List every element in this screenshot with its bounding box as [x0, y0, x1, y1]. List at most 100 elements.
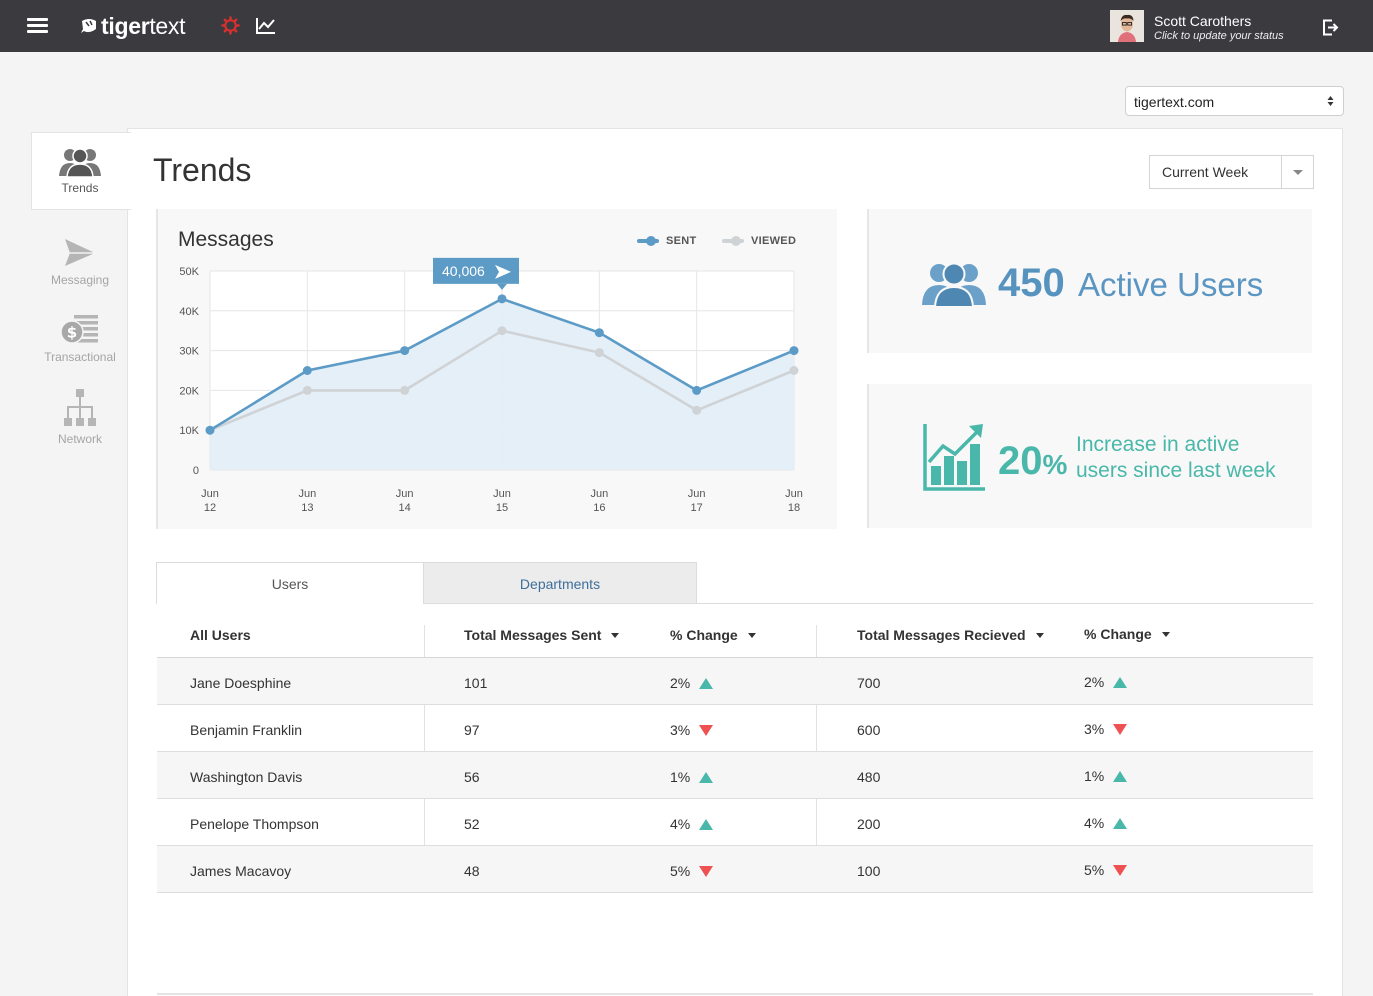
period-select[interactable]: Current Week: [1149, 155, 1314, 189]
avatar[interactable]: [1110, 10, 1144, 42]
logo-text: text: [149, 12, 186, 39]
cell-messages-sent-text: 48: [464, 863, 480, 879]
table-body: Jane Doesphine 101 2% 700 2% Benjamin Frankli…: [157, 658, 1313, 893]
increase-line-2: users since last week: [1076, 459, 1276, 482]
sent-data-point: [789, 346, 799, 356]
x-tick-label: Jun: [688, 488, 706, 500]
tooltip-value: 40,006: [442, 263, 485, 279]
cell-received-change: 4%: [1084, 815, 1128, 831]
sidebar-item-label: Network: [57, 432, 102, 446]
sidebar-item-messaging[interactable]: Messaging: [30, 237, 130, 287]
cell-messages-received-text: 100: [857, 863, 881, 879]
logout-icon[interactable]: [1322, 19, 1339, 36]
legend-viewed[interactable]: VIEWED: [722, 235, 796, 247]
header-sent-change[interactable]: % Change: [670, 627, 756, 643]
cell-received-change: 1%: [1084, 768, 1128, 784]
table-row[interactable]: Jane Doesphine 101 2% 700 2%: [157, 658, 1313, 705]
cell-sent-change: 3%: [670, 722, 714, 738]
arrow-up-icon: [699, 677, 714, 689]
cell-messages-sent: 48: [464, 863, 480, 879]
tooltip-pointer: [497, 283, 507, 290]
cell-sent-change-text: 2%: [670, 675, 691, 691]
cell-user-name: Benjamin Franklin: [190, 722, 302, 738]
header-total-received[interactable]: Total Messages Recieved: [857, 627, 1044, 643]
svg-text:$: $: [67, 324, 77, 342]
chevron-down-icon: [1293, 170, 1303, 175]
logo[interactable]: tiger text: [80, 12, 186, 40]
legend-viewed-swatch: [722, 236, 744, 246]
cell-messages-received: 700: [857, 675, 880, 691]
cell-user-name-text: Washington Davis: [190, 769, 303, 785]
viewed-data-point: [692, 405, 702, 415]
sent-data-point: [594, 328, 604, 338]
x-tick-label: 15: [496, 502, 508, 514]
user-status[interactable]: Click to update your status: [1154, 30, 1284, 42]
cell-messages-sent-text: 97: [464, 722, 480, 738]
sidebar-item-trends[interactable]: Trends: [30, 147, 130, 195]
cell-user-name: James Macavoy: [190, 863, 291, 879]
table-row[interactable]: Washington Davis 56 1% 480 1%: [157, 752, 1313, 799]
tab-departments[interactable]: Departments: [424, 562, 697, 604]
arrow-up-icon: [699, 771, 714, 783]
viewed-data-point: [497, 326, 507, 336]
x-tick-label: 18: [788, 502, 800, 514]
domain-select[interactable]: tigertext.com: [1125, 86, 1344, 116]
sidebar-item-label: Transactional: [44, 350, 116, 364]
tab-users[interactable]: Users: [156, 562, 424, 604]
y-tick-label: 50K: [179, 266, 199, 278]
cell-received-change: 3%: [1084, 721, 1128, 737]
cell-messages-received-text: 600: [857, 722, 881, 738]
user-name[interactable]: Scott Carothers: [1154, 13, 1252, 29]
hamburger-icon[interactable]: [27, 18, 48, 34]
cell-user-name: Jane Doesphine: [190, 675, 291, 691]
table-row[interactable]: Penelope Thompson 52 4% 200 4%: [157, 799, 1313, 846]
sidebar-item-transactional[interactable]: $ Transactional: [30, 314, 130, 364]
cell-sent-change: 2%: [670, 675, 714, 691]
gear-icon[interactable]: [221, 16, 240, 35]
top-bar: tiger text Scott Carothers Click to updat…: [0, 0, 1373, 52]
cell-messages-received-text: 200: [857, 816, 881, 832]
y-tick-label: 0: [193, 465, 199, 477]
x-tick-label: Jun: [298, 488, 316, 500]
cell-received-change: 2%: [1084, 674, 1128, 690]
cell-user-name-text: Penelope Thompson: [190, 816, 319, 832]
growth-chart-icon: [923, 424, 985, 491]
viewed-data-point: [594, 348, 604, 358]
cell-received-change-text: 2%: [1084, 674, 1105, 690]
sort-caret-icon: [1161, 631, 1170, 637]
sidebar-item-network[interactable]: Network: [30, 388, 130, 446]
cell-user-name: Washington Davis: [190, 769, 302, 785]
cell-sent-change: 1%: [670, 769, 714, 785]
tab-divider: [697, 603, 1313, 604]
chart-title: Messages: [178, 228, 274, 251]
messages-line-chart: 50K40K30K20K10K0Jun12Jun13Jun14Jun15Jun1…: [179, 257, 803, 514]
sent-data-point: [692, 385, 702, 395]
logo-text-bold: tiger: [101, 12, 150, 39]
arrow-up-icon: [1113, 817, 1128, 829]
header-received-change[interactable]: % Change: [1084, 626, 1170, 642]
x-tick-label: 12: [204, 502, 216, 514]
arrow-up-icon: [1113, 676, 1128, 688]
x-tick-label: Jun: [201, 488, 219, 500]
cell-user-name: Penelope Thompson: [190, 816, 319, 832]
users-icon: [922, 262, 986, 307]
cell-sent-change: 4%: [670, 816, 714, 832]
viewed-data-point: [302, 385, 312, 395]
x-tick-label: Jun: [396, 488, 414, 500]
legend-sent-swatch: [637, 236, 659, 246]
increase-number: 20: [998, 439, 1043, 483]
x-tick-label: 17: [691, 502, 703, 514]
header-total-sent[interactable]: Total Messages Sent: [464, 627, 620, 643]
table-row[interactable]: James Macavoy 48 5% 100 5%: [157, 846, 1313, 893]
sent-data-point: [302, 366, 312, 375]
table-row[interactable]: Benjamin Franklin 97 3% 600 3%: [157, 705, 1313, 752]
active-users-count: 450: [998, 261, 1065, 305]
panel-bottom-divider: [157, 993, 1313, 995]
avatar-image: [1110, 10, 1144, 42]
line-chart-icon[interactable]: [256, 17, 276, 34]
domain-select-value: tigertext.com: [1134, 94, 1215, 110]
legend-sent[interactable]: SENT: [637, 235, 697, 247]
cell-messages-received: 200: [857, 816, 880, 832]
cell-messages-received-text: 700: [857, 675, 881, 691]
legend-viewed-label: VIEWED: [751, 235, 797, 247]
